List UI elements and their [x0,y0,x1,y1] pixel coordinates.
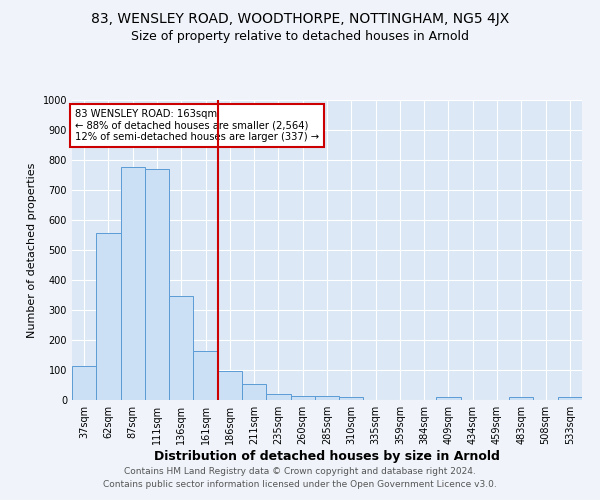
Bar [72,366,96,400]
Bar [558,397,582,400]
Text: 83, WENSLEY ROAD, WOODTHORPE, NOTTINGHAM, NG5 4JX: 83, WENSLEY ROAD, WOODTHORPE, NOTTINGHAM… [91,12,509,26]
Bar [290,396,315,400]
Bar [193,351,218,400]
Bar [509,397,533,400]
Bar [339,397,364,400]
Bar [145,169,169,400]
Bar [218,371,242,400]
Text: 83 WENSLEY ROAD: 163sqm
← 88% of detached houses are smaller (2,564)
12% of semi: 83 WENSLEY ROAD: 163sqm ← 88% of detache… [74,109,319,142]
X-axis label: Distribution of detached houses by size in Arnold: Distribution of detached houses by size … [154,450,500,463]
Bar [436,397,461,400]
Text: Contains public sector information licensed under the Open Government Licence v3: Contains public sector information licen… [103,480,497,489]
Bar [242,384,266,400]
Text: Contains HM Land Registry data © Crown copyright and database right 2024.: Contains HM Land Registry data © Crown c… [124,467,476,476]
Bar [266,394,290,400]
Y-axis label: Number of detached properties: Number of detached properties [27,162,37,338]
Bar [121,166,145,400]
Bar [169,296,193,400]
Bar [315,396,339,400]
Bar [96,233,121,400]
Text: Size of property relative to detached houses in Arnold: Size of property relative to detached ho… [131,30,469,43]
